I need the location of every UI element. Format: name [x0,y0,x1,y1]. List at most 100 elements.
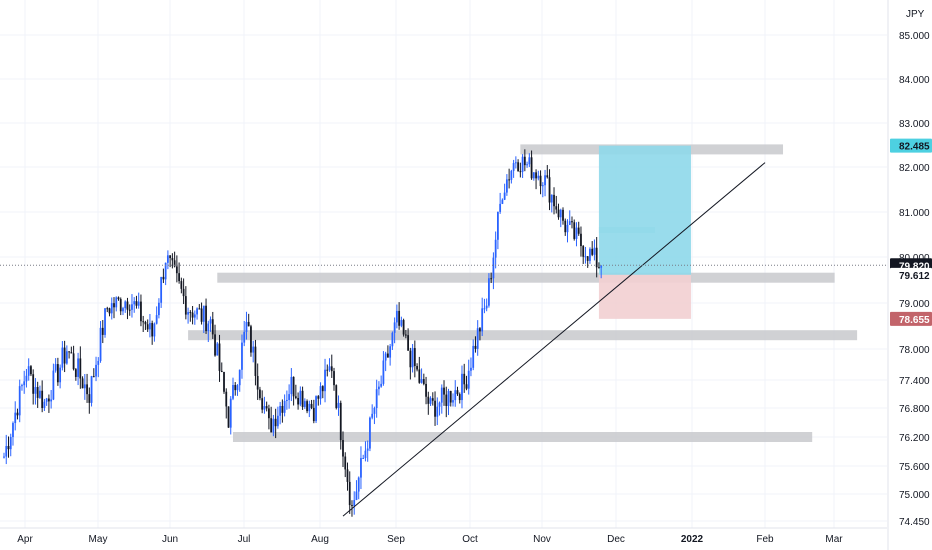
candle-body [329,366,331,370]
target-price-badge: 82.485 [899,142,930,153]
candle-body [223,372,225,392]
candle-body [279,406,281,416]
candle-body [600,266,602,267]
price-tick-label: 74.450 [899,517,930,528]
candle-body [115,297,117,307]
candle-body [378,387,380,390]
candle-body [598,267,600,268]
candle-body [434,401,436,417]
candle-body [589,249,591,261]
candle-body [221,371,223,372]
time-tick-label: Feb [756,534,774,545]
price-tick-label: 84.000 [899,75,930,86]
candle-body [531,157,533,178]
candle-body [445,395,447,406]
candle-body [365,451,367,458]
candle-body [70,352,72,353]
candle-body [228,406,230,427]
price-tick-label: 76.800 [899,404,930,415]
candle-body [37,387,39,398]
price-tick-label: 77.400 [899,376,930,387]
candle-body [290,377,292,394]
candle-body [52,371,54,400]
candle-body [248,322,250,326]
candle-body [486,306,488,309]
candle-body [466,384,468,388]
candle-body [481,308,483,331]
candle-body [268,408,270,418]
candle-body [493,258,495,279]
candle-body [12,423,14,437]
candle-body [124,301,126,308]
candle-body [156,315,158,324]
time-tick-label: Sep [387,534,405,545]
time-tick-label: Nov [533,534,551,545]
candle-body [142,321,144,322]
candle-body [421,379,423,383]
candle-body [551,195,553,203]
candle-body [129,310,131,311]
candle-body [64,348,66,364]
currency-label: JPY [906,9,925,20]
candle-body [297,398,299,405]
candle-body [409,351,411,368]
candle-body [333,371,335,385]
candle-body [39,391,41,398]
candle-body [342,440,344,456]
candle-body [470,368,472,371]
candle-body [167,255,169,262]
candle-body [591,249,593,255]
candle-body [407,335,409,351]
candle-body [281,406,283,413]
candle-body [109,308,111,313]
candle-body [46,399,48,402]
candle-body [111,303,113,313]
candle-body [183,289,185,296]
candle-body [403,320,405,334]
candle-body [97,361,99,365]
price-tick-label: 85.000 [899,31,930,42]
long-position-tool[interactable] [599,146,691,319]
price-tick-label: 82.000 [899,163,930,174]
candle-body [356,492,358,500]
candle-body [187,312,189,315]
candle-body [212,319,214,334]
candle-body [454,390,456,400]
candle-body [524,157,526,165]
candle-body [436,407,438,417]
loss-zone [599,275,691,319]
candle-body [169,255,171,258]
candle-body [3,457,5,458]
candle-body [394,322,396,332]
candle-body [35,387,37,394]
candle-body [387,354,389,358]
candle-body [113,303,115,307]
candle-body [194,314,196,317]
candle-body [526,164,528,165]
candle-body [324,370,326,391]
candle-body [313,408,315,421]
candle-body [243,332,245,343]
time-tick-label: Mar [825,534,843,545]
candle-body [203,306,205,322]
candle-body [120,299,122,311]
candle-body [140,302,142,322]
candle-body [596,248,598,268]
candle-body [118,297,120,299]
candle-body [104,308,106,335]
candle-body [255,347,257,376]
candle-body [546,175,548,177]
candle-body [28,366,30,376]
price-tick-label: 76.200 [899,433,930,444]
candle-body [138,302,140,306]
candle-body [513,163,515,171]
candle-body [133,301,135,304]
time-tick-label: Dec [607,534,625,545]
candle-body [86,384,88,394]
candle-body [351,505,353,506]
candle-body [425,384,427,397]
price-tick-label: 78.000 [899,345,930,356]
candle-body [510,171,512,180]
candle-body [32,374,34,394]
